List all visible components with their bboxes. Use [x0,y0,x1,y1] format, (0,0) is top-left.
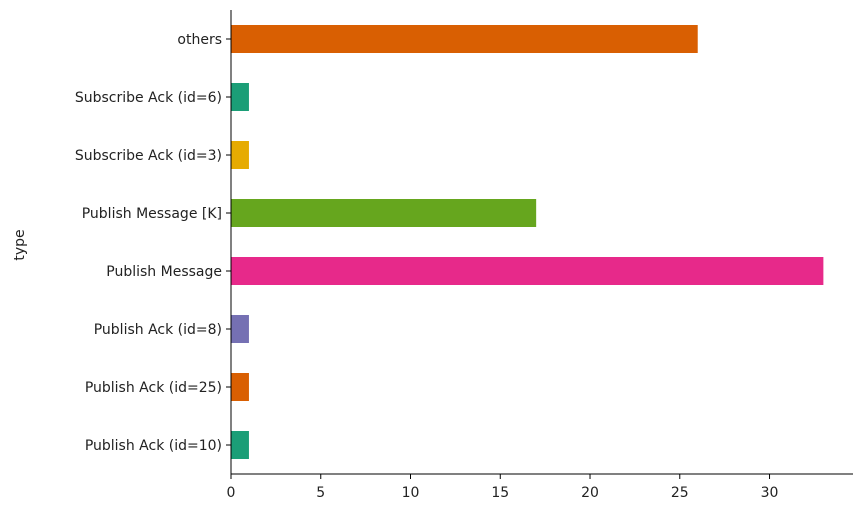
y-tick-label: Subscribe Ack (id=3) [75,148,222,164]
bars-layer [231,25,824,459]
x-tick-label: 20 [581,485,599,501]
x-tick-label: 0 [227,485,236,501]
y-tick-label: Publish Ack (id=8) [94,322,222,338]
bar-2 [231,141,249,169]
x-tick-label: 5 [316,485,325,501]
y-tick-label: others [177,32,222,48]
y-tick-label: Publish Message [106,264,222,280]
y-tick-label: Publish Ack (id=25) [85,380,222,396]
x-tick-label: 25 [671,485,689,501]
axes-layer [226,10,853,479]
y-axis-title: type [12,229,28,260]
y-tick-label: Publish Message [K] [82,206,222,222]
y-tick-label: Publish Ack (id=10) [85,438,222,454]
bar-7 [231,431,249,459]
bar-4 [231,257,824,285]
bar-1 [231,83,249,111]
bar-5 [231,315,249,343]
bar-3 [231,199,537,227]
x-tick-label: 15 [491,485,509,501]
y-tick-label: Subscribe Ack (id=6) [75,90,222,106]
bar-0 [231,25,698,53]
x-tick-label: 10 [402,485,420,501]
x-tick-label: 30 [761,485,779,501]
bar-6 [231,373,249,401]
labels-layer: others Subscribe Ack (id=6) Subscribe Ack … [75,32,779,501]
